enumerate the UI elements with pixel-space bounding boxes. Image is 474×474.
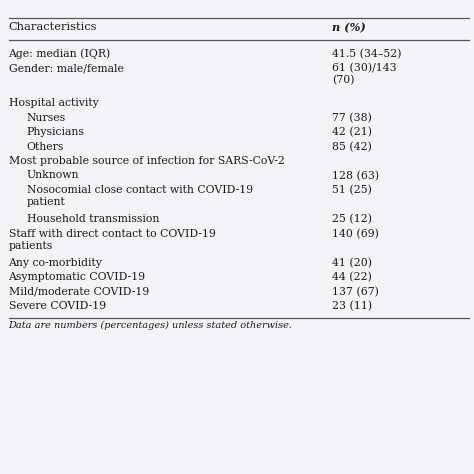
Text: Staff with direct contact to COVID-19
patients: Staff with direct contact to COVID-19 pa… xyxy=(9,228,215,250)
Text: Mild/moderate COVID-19: Mild/moderate COVID-19 xyxy=(9,286,149,297)
Text: Nosocomial close contact with COVID-19
patient: Nosocomial close contact with COVID-19 p… xyxy=(27,185,253,207)
Text: 140 (69): 140 (69) xyxy=(332,228,379,239)
Text: 85 (42): 85 (42) xyxy=(332,142,372,152)
Text: 25 (12): 25 (12) xyxy=(332,214,372,224)
Text: 61 (30)/143
(70): 61 (30)/143 (70) xyxy=(332,63,396,86)
Text: Nurses: Nurses xyxy=(27,112,66,122)
Text: Any co-morbidity: Any co-morbidity xyxy=(9,257,102,267)
Text: n (%): n (%) xyxy=(332,22,365,33)
Text: 51 (25): 51 (25) xyxy=(332,185,372,195)
Text: 137 (67): 137 (67) xyxy=(332,286,379,297)
Text: Data are numbers (percentages) unless stated otherwise.: Data are numbers (percentages) unless st… xyxy=(9,320,292,329)
Text: Hospital activity: Hospital activity xyxy=(9,98,98,108)
Text: 77 (38): 77 (38) xyxy=(332,112,372,123)
Text: Gender: male/female: Gender: male/female xyxy=(9,63,123,73)
Text: 41 (20): 41 (20) xyxy=(332,257,372,268)
Text: Age: median (IQR): Age: median (IQR) xyxy=(9,48,111,59)
Text: Asymptomatic COVID-19: Asymptomatic COVID-19 xyxy=(9,272,146,282)
Text: 44 (22): 44 (22) xyxy=(332,272,372,283)
Text: 128 (63): 128 (63) xyxy=(332,171,379,181)
Text: 23 (11): 23 (11) xyxy=(332,301,372,311)
Text: Severe COVID-19: Severe COVID-19 xyxy=(9,301,106,311)
Text: Unknown: Unknown xyxy=(27,171,79,181)
Text: Household transmission: Household transmission xyxy=(27,214,159,224)
Text: Physicians: Physicians xyxy=(27,127,84,137)
Text: Most probable source of infection for SARS-CoV-2: Most probable source of infection for SA… xyxy=(9,156,284,166)
Text: 41.5 (34–52): 41.5 (34–52) xyxy=(332,48,401,59)
Text: Characteristics: Characteristics xyxy=(9,22,97,32)
Text: 42 (21): 42 (21) xyxy=(332,127,372,137)
Text: Others: Others xyxy=(27,142,64,152)
